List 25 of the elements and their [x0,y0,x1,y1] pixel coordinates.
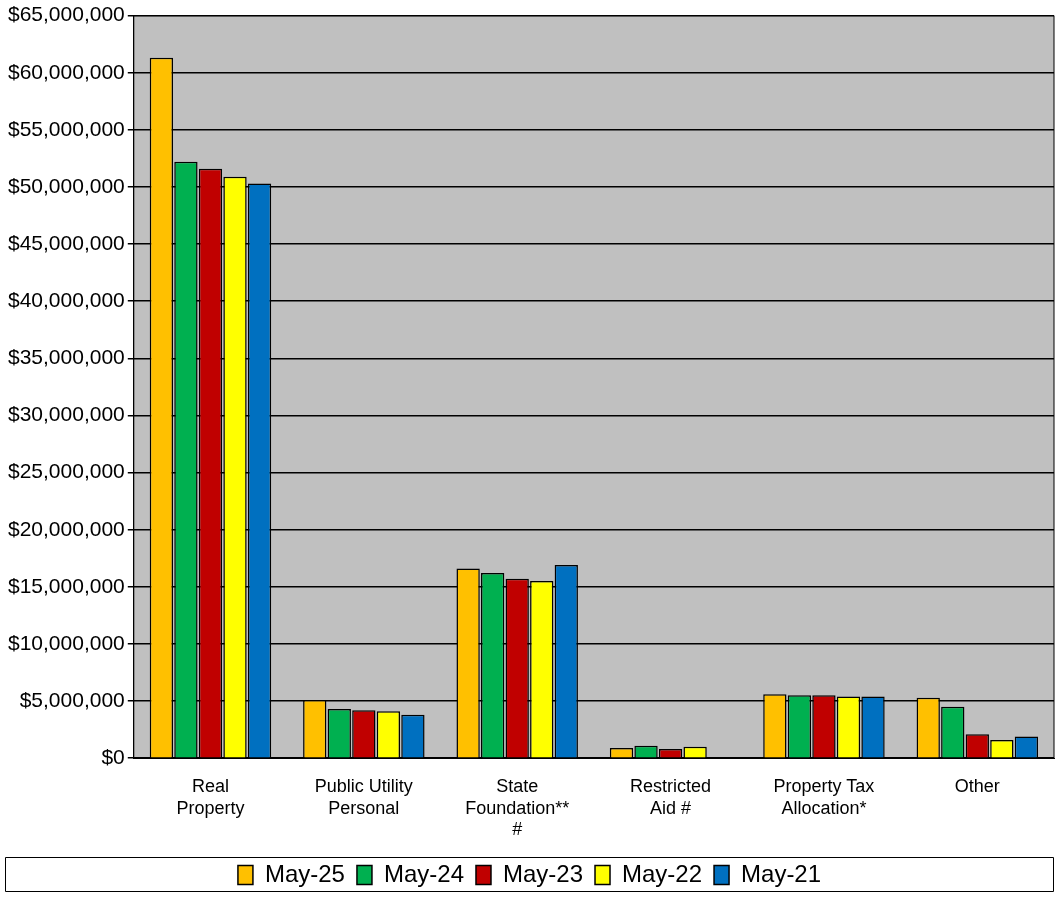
y-tick-label: $40,000,000 [7,288,125,312]
legend-label: May-22 [622,859,703,887]
y-tick-label: $65,000,000 [7,2,125,26]
legend-label: May-23 [502,859,584,887]
x-tick-label: Property Tax Allocation* [773,775,875,818]
y-tick-label: $20,000,000 [7,516,125,540]
y-tick-label: $0 [101,745,125,768]
y-tick-label: $10,000,000 [7,630,125,654]
y-tick-label: $50,000,000 [7,173,125,197]
y-tick-label: $15,000,000 [7,573,125,597]
x-tick-label: Other [954,775,1000,796]
x-tick-label: Public Utility Personal [314,775,413,818]
y-tick-label: $45,000,000 [7,230,125,254]
legend-label: May-21 [741,859,822,887]
legend-label: May-25 [264,859,345,887]
y-tick-label: $5,000,000 [19,687,125,711]
y-tick-label: $35,000,000 [7,345,125,369]
x-tick-label: Restricted Aid # [630,775,712,818]
y-tick-label: $55,000,000 [7,116,125,140]
y-tick-label: $60,000,000 [7,59,125,83]
y-tick-label: $30,000,000 [7,402,125,426]
x-tick-label: State Foundation** # [465,775,570,840]
y-tick-label: $25,000,000 [7,459,125,483]
x-tick-label: Real Property [176,775,245,818]
legend-label: May-24 [383,859,464,887]
